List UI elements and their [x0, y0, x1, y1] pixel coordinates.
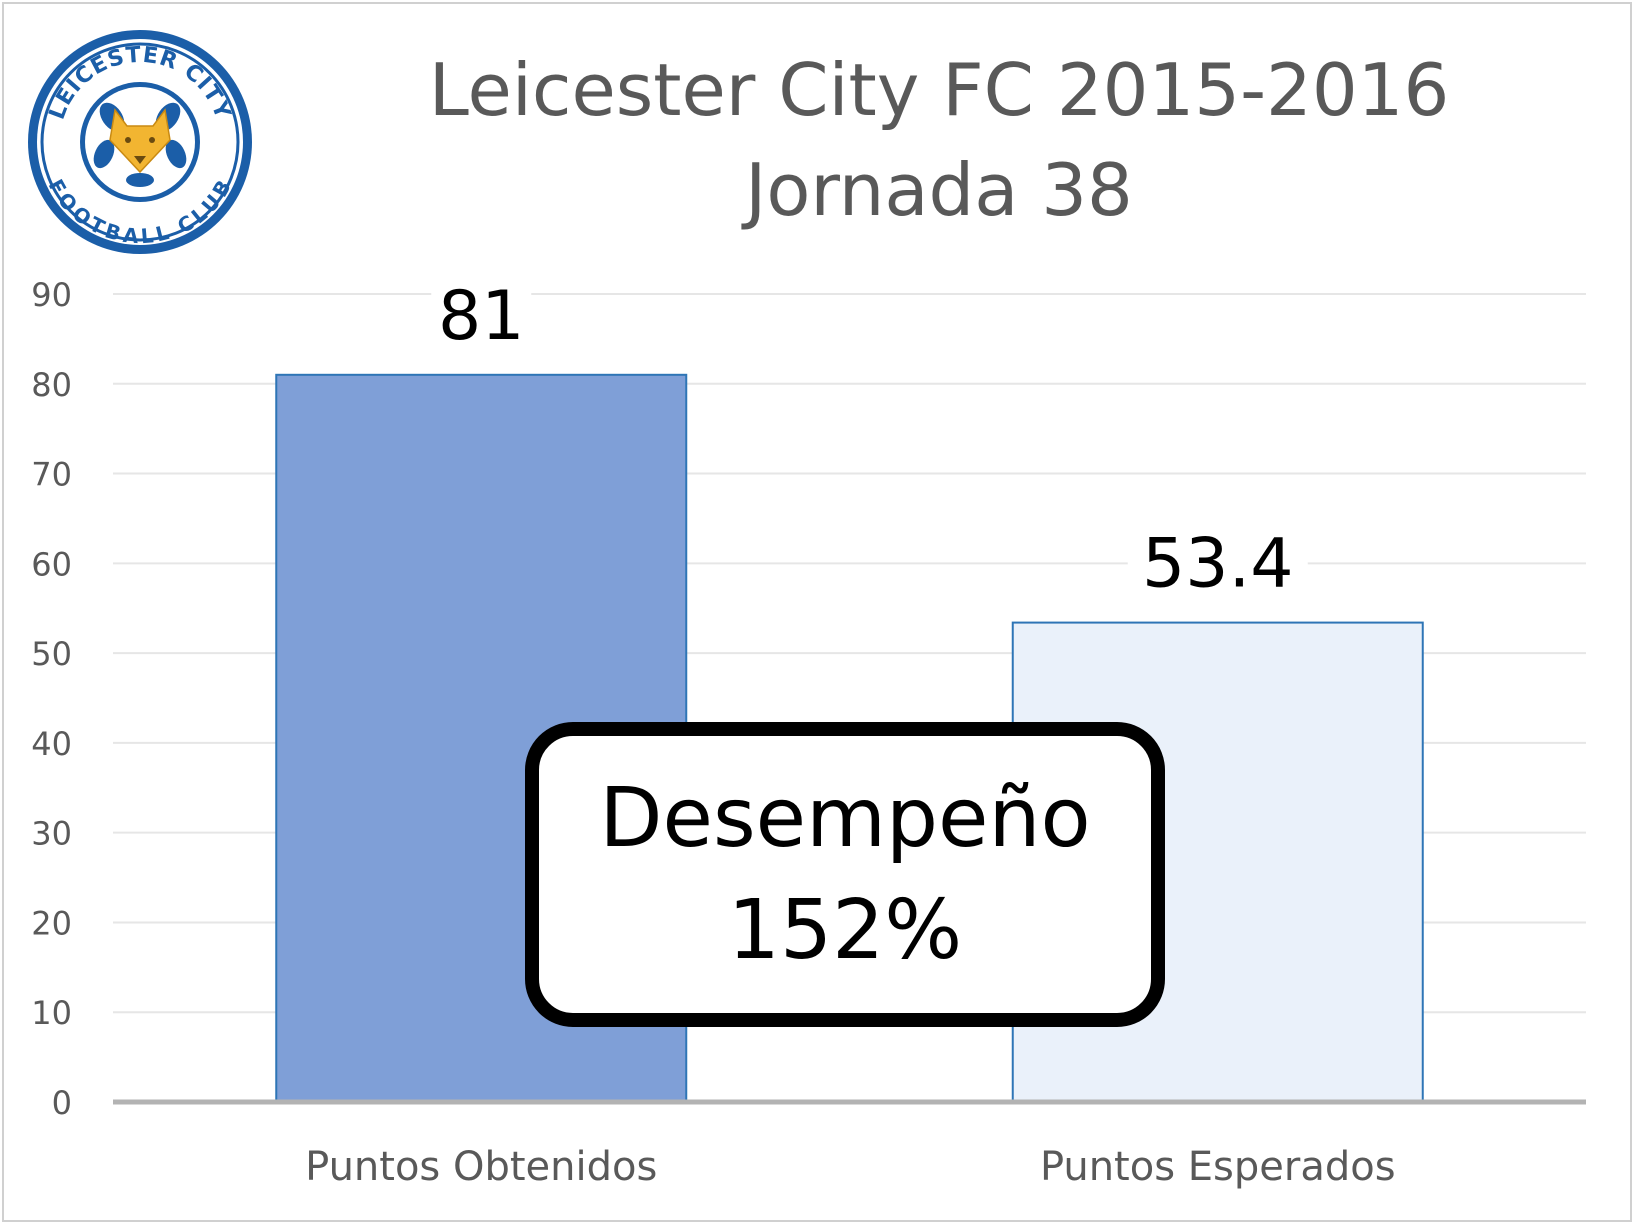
chart-title: Leicester City FC 2015-2016	[428, 48, 1450, 132]
y-axis-ticks: 0 10 20 30 40 50 60 70 80 90	[31, 276, 72, 1122]
data-label: 81	[438, 277, 525, 356]
y-tick-label: 70	[31, 456, 72, 494]
performance-value: 152%	[727, 882, 963, 978]
y-tick-label: 60	[31, 545, 72, 583]
y-tick-label: 50	[31, 635, 72, 673]
x-tick-label: Puntos Esperados	[1040, 1144, 1396, 1190]
x-axis-labels: Puntos Obtenidos Puntos Esperados	[305, 1144, 1395, 1190]
y-tick-label: 0	[52, 1084, 72, 1122]
data-labels: 81 53.4	[431, 276, 1308, 605]
leicester-city-crest-icon: LEICESTER CITY FOOTBALL CLUB	[28, 30, 252, 254]
y-tick-label: 40	[31, 725, 72, 763]
performance-annotation: Desempeño 152%	[525, 722, 1165, 1027]
chart-title-block: Leicester City FC 2015-2016 Jornada 38	[260, 40, 1618, 240]
y-tick-label: 20	[31, 904, 72, 942]
data-label-bg	[1127, 524, 1308, 605]
club-logo: LEICESTER CITY FOOTBALL CLUB	[20, 22, 260, 262]
y-tick-label: 80	[31, 366, 72, 404]
chart-subtitle: Jornada 38	[745, 148, 1133, 232]
data-label-bg	[431, 276, 532, 357]
y-tick-label: 30	[31, 815, 72, 853]
data-label: 53.4	[1142, 525, 1293, 604]
y-tick-label: 10	[31, 994, 72, 1032]
y-tick-label: 90	[31, 276, 72, 314]
x-tick-label: Puntos Obtenidos	[305, 1144, 657, 1190]
performance-label: Desempeño	[599, 770, 1091, 866]
